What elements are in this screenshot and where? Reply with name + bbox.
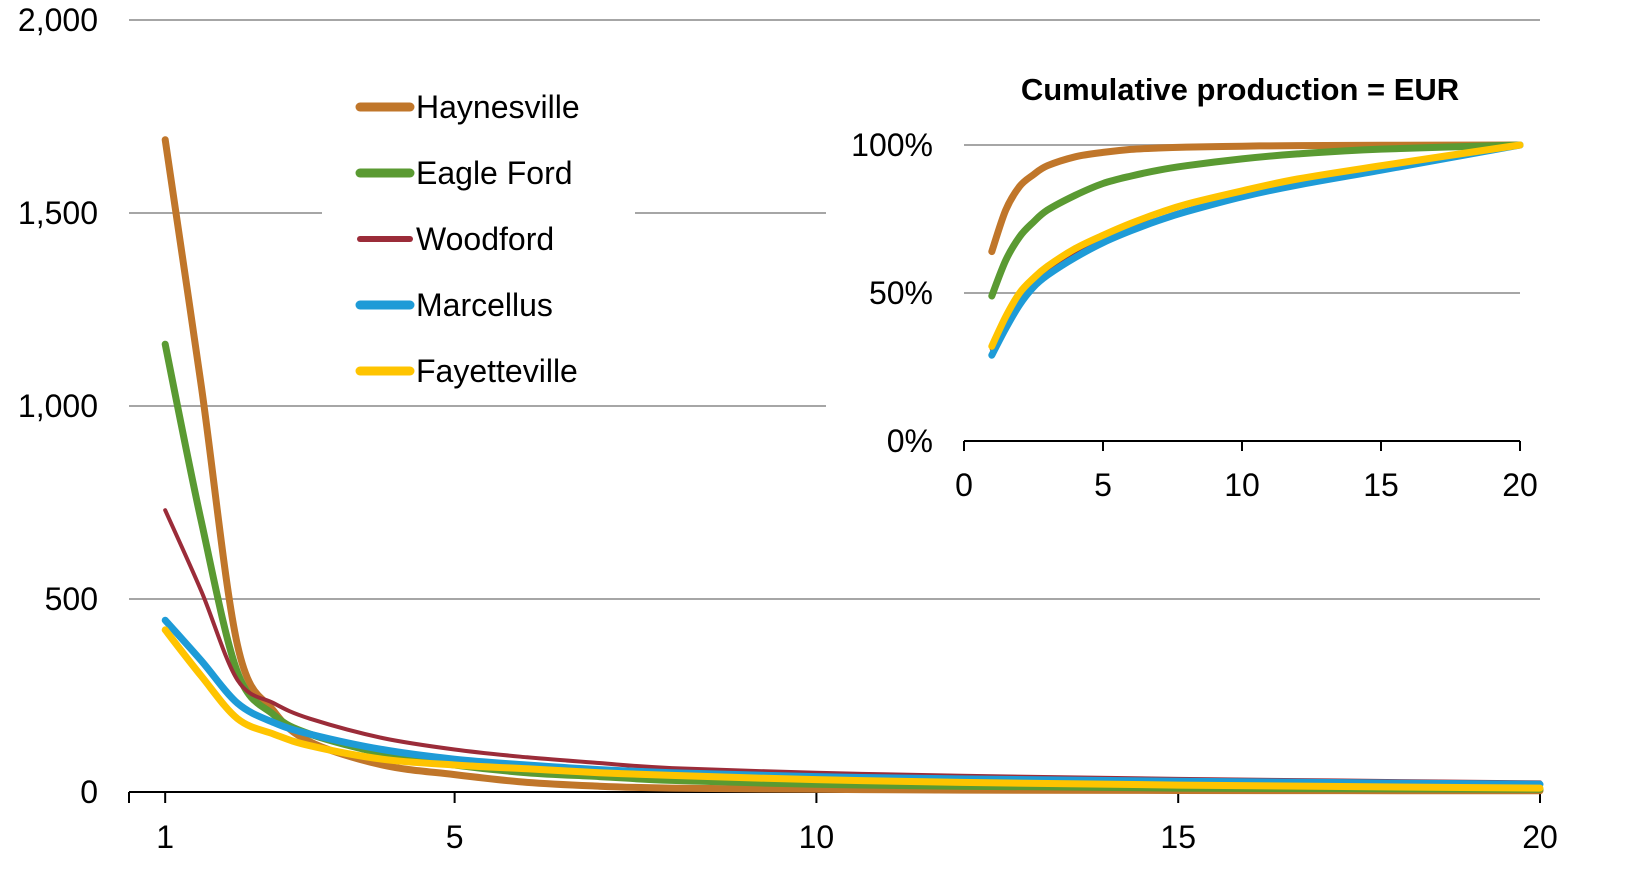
legend-label-woodford: Woodford bbox=[416, 221, 554, 257]
main-x-tick-label: 5 bbox=[446, 819, 464, 855]
main-x-tick-label: 10 bbox=[799, 819, 835, 855]
legend: Haynesville Eagle Ford Woodford Marcellus Fa… bbox=[355, 89, 580, 389]
inset-series-haynesville bbox=[988, 141, 1524, 256]
inset-x-tick-label: 20 bbox=[1502, 467, 1538, 503]
main-series-fayetteville bbox=[161, 626, 1544, 792]
main-y-tick-label: 1,500 bbox=[18, 195, 98, 231]
legend-label-haynesville: Haynesville bbox=[416, 89, 580, 125]
legend-label-fayetteville: Fayetteville bbox=[416, 353, 578, 389]
legend-label-marcellus: Marcellus bbox=[416, 287, 553, 323]
inset-y-tick-label: 0% bbox=[887, 423, 933, 459]
main-x-tick-label: 1 bbox=[156, 819, 174, 855]
inset-y-tick-label: 50% bbox=[869, 275, 933, 311]
main-y-tick-label: 1,000 bbox=[18, 388, 98, 424]
inset-series-eagle-ford bbox=[988, 141, 1524, 300]
main-series-woodford bbox=[163, 508, 1542, 785]
inset-x-tick-label: 15 bbox=[1363, 467, 1399, 503]
inset-x-tick-label: 10 bbox=[1224, 467, 1260, 503]
inset-title: Cumulative production = EUR bbox=[1021, 72, 1459, 107]
inset-series-fayetteville bbox=[988, 141, 1524, 350]
main-gridlines bbox=[129, 19, 1540, 600]
main-y-tick-label: 500 bbox=[45, 581, 98, 617]
main-y-tick-label: 0 bbox=[80, 774, 98, 810]
main-y-tick-labels: 0 500 1,000 1,500 2,000 bbox=[18, 2, 98, 810]
inset-y-tick-labels: 0% 50% 100% bbox=[851, 127, 933, 459]
legend-label-eagle-ford: Eagle Ford bbox=[416, 155, 573, 191]
main-series-lines bbox=[161, 136, 1544, 795]
inset-series-marcellus bbox=[988, 141, 1524, 359]
inset-y-tick-label: 100% bbox=[851, 127, 933, 163]
inset-x-tick-label: 0 bbox=[955, 467, 973, 503]
inset-x-axis bbox=[963, 440, 1521, 451]
main-x-tick-labels: 1 5 10 15 20 bbox=[156, 819, 1558, 855]
main-x-tick-label: 20 bbox=[1522, 819, 1558, 855]
inset-series-lines bbox=[988, 141, 1524, 359]
inset-chart: Cumulative production = EUR 0% 50% 100% 0 5… bbox=[851, 72, 1538, 503]
main-x-tick-label: 15 bbox=[1160, 819, 1196, 855]
main-series-eagle-ford bbox=[161, 340, 1544, 793]
main-y-tick-label: 2,000 bbox=[18, 2, 98, 38]
inset-x-tick-label: 5 bbox=[1094, 467, 1112, 503]
inset-x-tick-labels: 0 5 10 15 20 bbox=[955, 467, 1538, 503]
